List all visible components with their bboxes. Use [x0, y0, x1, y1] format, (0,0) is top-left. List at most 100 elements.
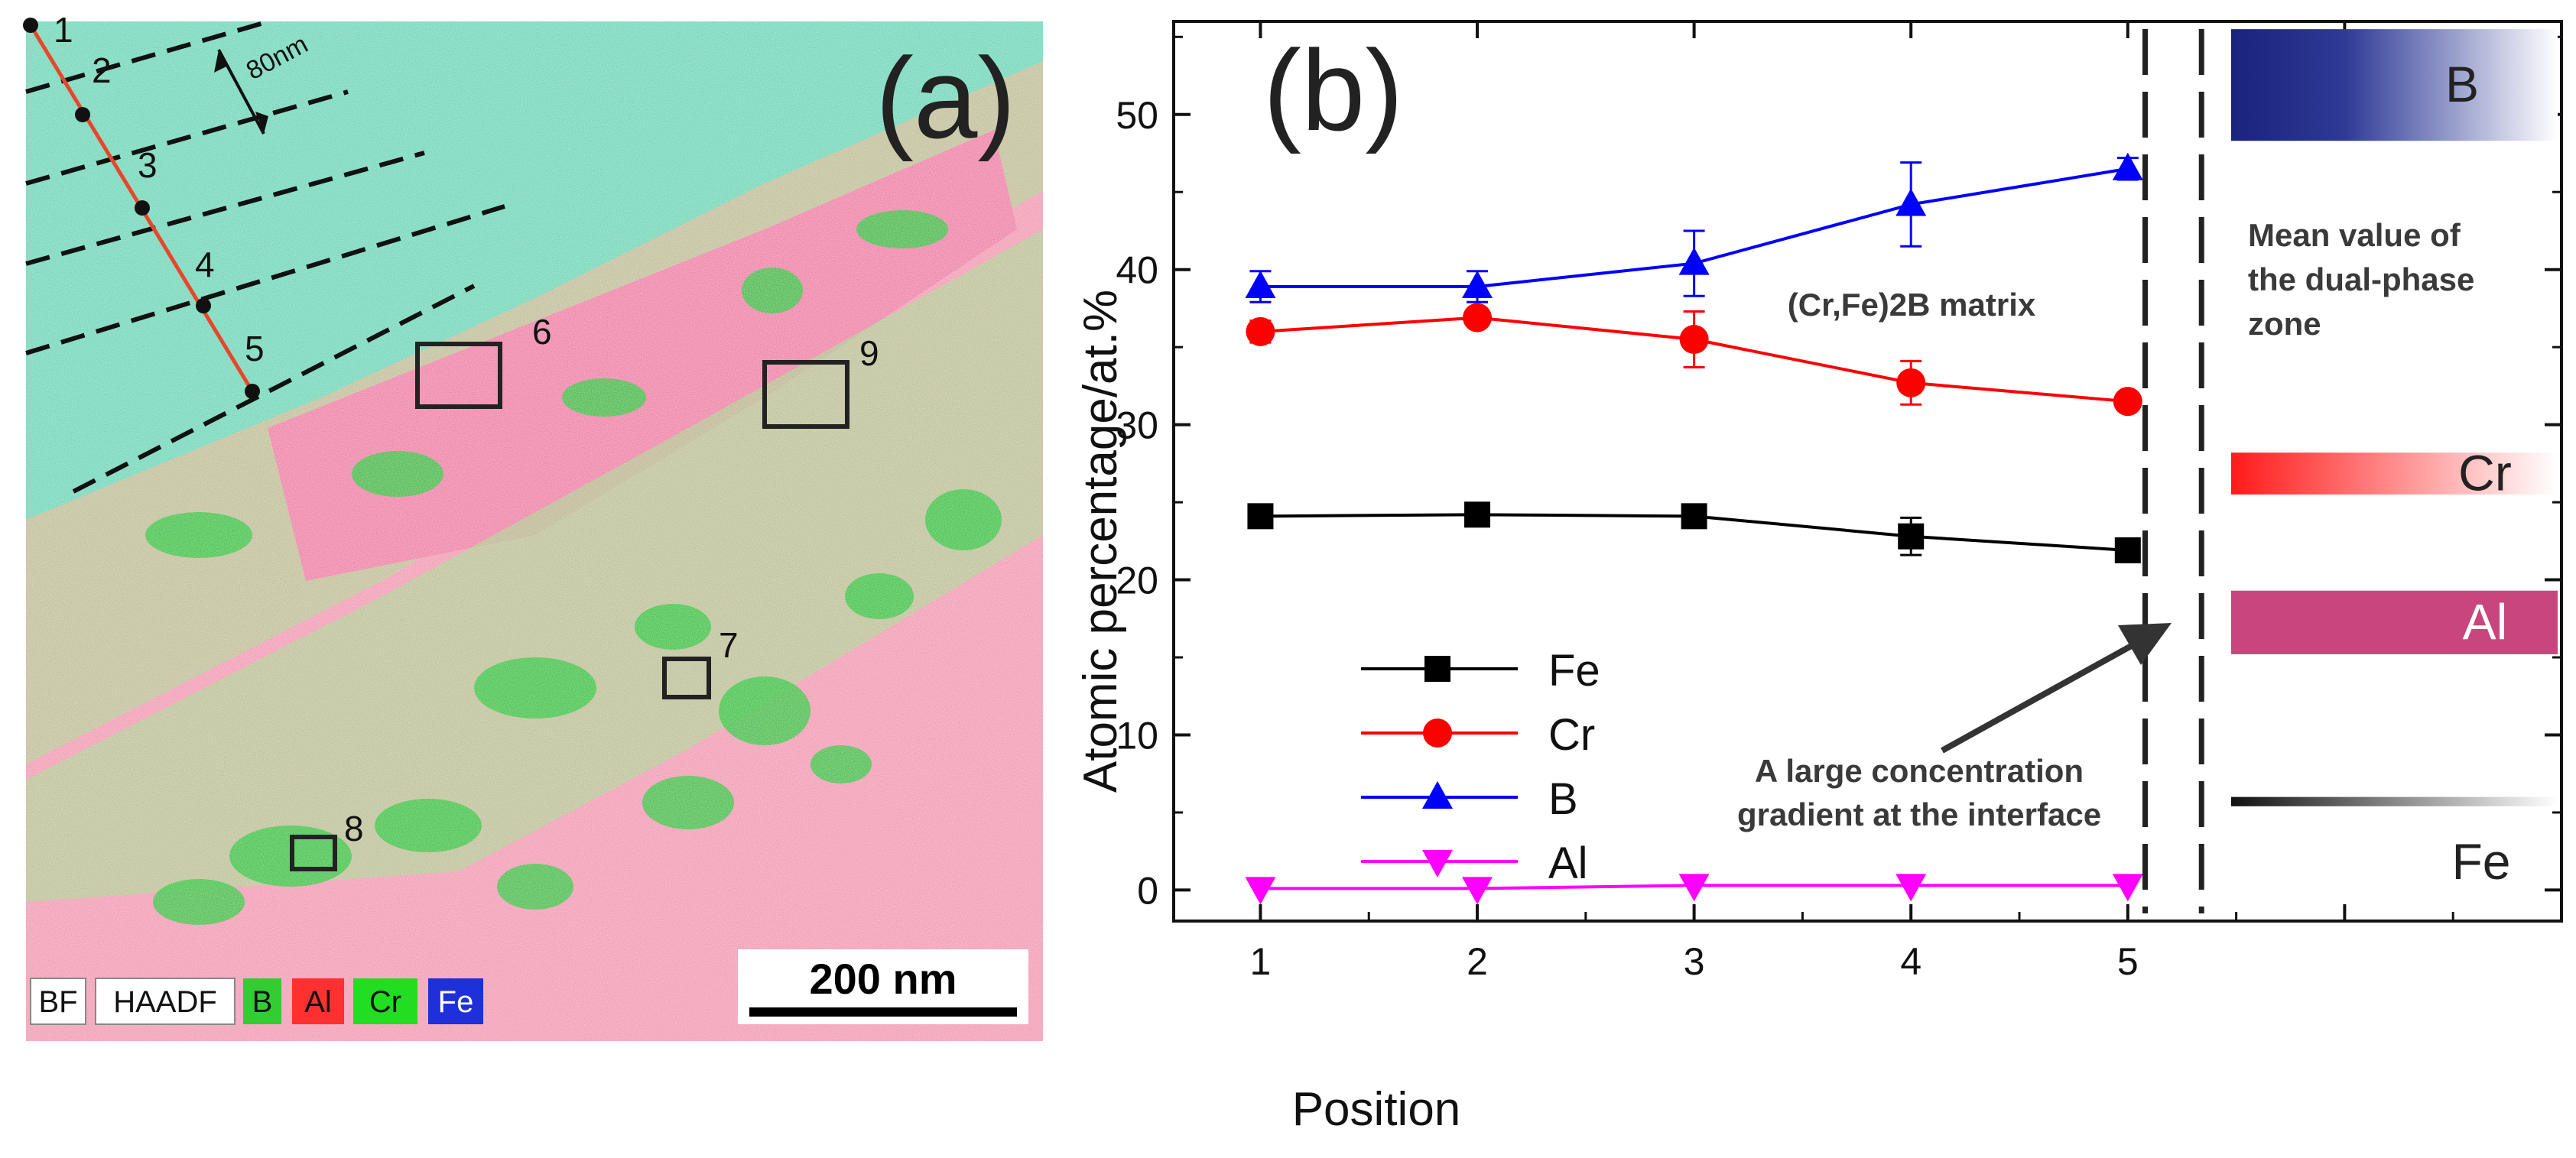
mean-bar-fe [2231, 796, 2558, 806]
axis-ticks: 0 10 20 30 40 50 1 2 3 4 5 [1116, 21, 2563, 983]
channel-legend: BF HAADF B Al Cr Fe [30, 978, 483, 1025]
mean-label-b: B [2445, 56, 2479, 112]
legend: Fe Cr B Al [1361, 646, 1600, 888]
scan-point-2 [75, 107, 90, 122]
matrix-annotation: (Cr,Fe)2B matrix [1788, 287, 2036, 323]
chip-fe-label: Fe [438, 985, 474, 1019]
region-label-7: 7 [719, 625, 739, 665]
panel-a-label: (a) [875, 34, 1015, 162]
legend-marker-cr [1423, 718, 1452, 748]
data-point-b [2112, 152, 2143, 180]
data-point-fe [1247, 503, 1274, 530]
data-point-al [2112, 874, 2143, 902]
region-label-9: 9 [859, 333, 879, 373]
spacing-arrowhead-top [214, 50, 228, 73]
scan-point-3 [135, 200, 150, 216]
data-point-b [1462, 271, 1493, 299]
phase-dividers [2142, 29, 2204, 913]
mean-bar-cr [2231, 452, 2558, 495]
chip-bf-label: BF [38, 985, 77, 1019]
chip-b [243, 978, 281, 1024]
chip-al-label: Al [304, 985, 332, 1019]
gradient-annotation-line2: gradient at the interface [1737, 796, 2101, 832]
panel-b-label: (b) [1263, 26, 1403, 154]
layer-boundaries [25, 21, 505, 494]
data-point-al [1462, 877, 1493, 905]
legend-marker-b [1422, 781, 1453, 809]
mean-label-al: Al [2463, 593, 2508, 650]
data-point-fe [2114, 537, 2141, 563]
y-tick-label: 40 [1116, 249, 1158, 292]
data-point-cr [1246, 316, 1275, 346]
mean-bar-al [2231, 590, 2558, 654]
data-point-al [1678, 874, 1710, 902]
y-tick-label: 50 [1116, 94, 1158, 137]
x-axis-title: Position [1292, 1083, 1461, 1136]
y-tick-label: 10 [1116, 714, 1158, 757]
chip-cr [353, 978, 417, 1024]
point-label-5: 5 [245, 329, 265, 368]
chip-b-label: B [252, 985, 273, 1019]
chip-al [292, 978, 344, 1024]
data-point-fe [1681, 503, 1707, 530]
eds-grain-texture [26, 21, 1043, 1041]
data-point-cr [1463, 303, 1493, 332]
gradient-arrow-shaft [1941, 637, 2142, 754]
point-label-3: 3 [138, 145, 158, 185]
panel-b-chart: (b) Position Atomic percentage/at.% 0 10 2… [1074, 20, 2563, 1136]
chip-haadf [95, 978, 236, 1025]
scan-points [23, 18, 260, 399]
data-point-cr [1679, 325, 1709, 355]
scan-point-4 [196, 298, 211, 313]
mean-label-cr: Cr [2458, 445, 2512, 501]
data-point-al [1895, 874, 1927, 902]
mean-value-bars: B Cr Al Fe [2231, 29, 2558, 890]
mean-annotation-line1: Mean value of [2248, 217, 2461, 253]
chip-haadf-label: HAADF [113, 985, 217, 1019]
legend-label-cr: Cr [1548, 710, 1595, 760]
legend-marker-fe [1424, 656, 1450, 682]
mean-annotation-line2: the dual-phase [2248, 261, 2474, 297]
data-point-b [1895, 188, 1927, 216]
series-al [1245, 874, 2143, 905]
y-tick-label: 30 [1116, 404, 1158, 447]
gradient-annotation-line1: A large concentration [1755, 753, 2084, 789]
chip-bf [30, 978, 86, 1025]
series-fe [1247, 501, 2141, 563]
scale-bar-label: 200 nm [810, 955, 957, 1003]
series-b [1245, 152, 2143, 303]
data-point-cr [2113, 387, 2142, 417]
mean-annotation-line3: zone [2248, 306, 2321, 342]
legend-label-fe: Fe [1548, 646, 1600, 696]
scale-bar-line [749, 1007, 1017, 1017]
region-box-6 [415, 342, 502, 409]
series-cr [1246, 303, 2142, 417]
point-label-4: 4 [195, 245, 215, 284]
region-box-7 [662, 657, 711, 699]
gradient-arrowhead [2118, 623, 2172, 665]
data-series [1245, 152, 2143, 905]
mean-label-fe: Fe [2451, 833, 2510, 890]
region-box-8 [290, 835, 337, 871]
point-label-2: 2 [92, 50, 112, 90]
spacing-arrowhead-bottom [255, 112, 268, 134]
plot-border [1172, 20, 2563, 923]
data-point-b [1245, 271, 1276, 299]
data-point-al [1245, 877, 1276, 905]
x-tick-label: 3 [1684, 940, 1705, 983]
y-tick-label: 20 [1116, 560, 1158, 602]
chip-fe [428, 978, 483, 1024]
region-label-8: 8 [344, 809, 364, 848]
mean-bar-b [2231, 29, 2558, 141]
legend-label-al: Al [1548, 838, 1588, 888]
plot-frame [1172, 20, 2563, 923]
data-point-fe [1898, 523, 1925, 550]
x-tick-label: 1 [1250, 940, 1272, 983]
point-label-1: 1 [54, 10, 73, 50]
legend-label-b: B [1548, 774, 1578, 824]
panel-a-micrograph: 1 2 3 4 5 80nm (a) 6 7 8 9 200 nm [23, 10, 1043, 1041]
x-tick-label: 2 [1467, 940, 1488, 983]
x-tick-label: 4 [1900, 940, 1921, 983]
scan-point-5 [245, 384, 260, 399]
